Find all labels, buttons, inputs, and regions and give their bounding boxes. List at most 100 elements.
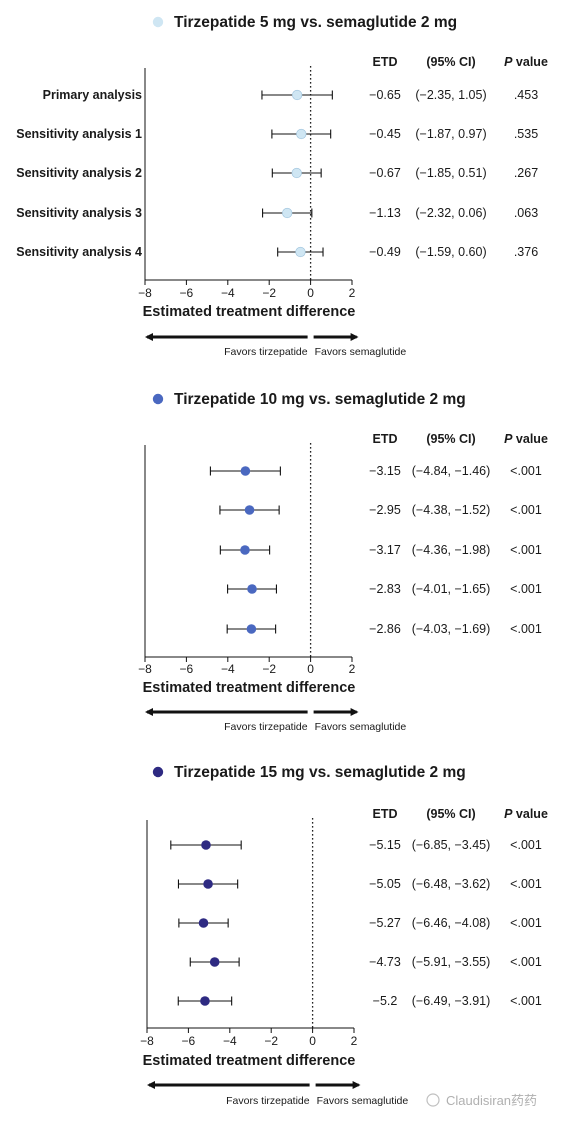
ci-value: (−4.38, −1.52) (412, 503, 491, 517)
p-value: <.001 (510, 622, 542, 636)
etd-value: −5.15 (369, 838, 401, 852)
header-etd: ETD (373, 432, 398, 446)
panel-title: Tirzepatide 15 mg vs. semaglutide 2 mg (174, 764, 466, 781)
legend-marker (152, 766, 164, 778)
etd-point (246, 624, 257, 634)
row-label: Sensitivity analysis 3 (16, 206, 142, 220)
header-p-italic: P (504, 807, 513, 821)
etd-value: −5.2 (373, 994, 398, 1008)
wechat-icon (426, 1093, 440, 1107)
x-tick-label: −8 (138, 662, 152, 676)
header-p-rest: value (512, 432, 547, 446)
ci-value: (−6.48, −3.62) (412, 877, 491, 891)
ci-value: (−6.49, −3.91) (412, 994, 491, 1008)
legend-marker (152, 393, 164, 405)
p-value: <.001 (510, 503, 542, 517)
row-label: Sensitivity analysis 1 (16, 127, 142, 141)
favors-left-label: Favors tirzepatide (226, 1095, 310, 1107)
x-tick-label: −4 (221, 286, 235, 300)
x-tick-label: −4 (223, 1034, 237, 1048)
ci-value: (−4.03, −1.69) (412, 622, 491, 636)
p-value: .063 (514, 206, 538, 220)
panel-title: Tirzepatide 10 mg vs. semaglutide 2 mg (174, 391, 466, 408)
etd-point (240, 466, 251, 476)
forest-panel-3: Tirzepatide 15 mg vs. semaglutide 2 mg ET… (140, 764, 548, 1107)
etd-value: −1.13 (369, 206, 401, 220)
etd-value: −0.45 (369, 127, 401, 141)
x-tick-label: −6 (180, 662, 194, 676)
ci-value: (−2.35, 1.05) (415, 88, 486, 102)
p-value: <.001 (510, 916, 542, 930)
header-p-rest: value (512, 807, 547, 821)
favors-left-label: Favors tirzepatide (224, 346, 308, 358)
p-value: .376 (514, 245, 538, 259)
etd-value: −3.17 (369, 543, 401, 557)
p-value: <.001 (510, 838, 542, 852)
x-axis-title: Estimated treatment difference (143, 680, 356, 696)
etd-point (209, 957, 220, 967)
header-p-value: P value (504, 807, 548, 821)
etd-point (291, 167, 302, 179)
forest-panel-1: Tirzepatide 5 mg vs. semaglutide 2 mg ETD… (16, 14, 548, 358)
ci-value: (−5.91, −3.55) (412, 955, 491, 969)
etd-point (295, 246, 306, 258)
p-value: <.001 (510, 877, 542, 891)
ci-value: (−1.59, 0.60) (415, 245, 486, 259)
header-etd: ETD (373, 807, 398, 821)
ci-value: (−1.87, 0.97) (415, 127, 486, 141)
etd-value: −0.49 (369, 245, 401, 259)
x-tick-label: 0 (307, 662, 314, 676)
watermark: Claudisiran药药 (426, 1093, 537, 1108)
etd-point (203, 879, 213, 889)
x-tick-label: −6 (180, 286, 194, 300)
favors-right-label: Favors semaglutide (315, 721, 407, 733)
etd-point (296, 128, 307, 140)
etd-value: −2.95 (369, 503, 401, 517)
ci-value: (−4.84, −1.46) (412, 464, 491, 478)
header-ci: (95% CI) (426, 807, 475, 821)
x-tick-label: −4 (221, 662, 235, 676)
x-tick-label: 0 (307, 286, 314, 300)
etd-point (201, 840, 211, 850)
ci-value: (−2.32, 0.06) (415, 206, 486, 220)
watermark-text: Claudisiran药药 (446, 1093, 537, 1108)
forest-panel-2: Tirzepatide 10 mg vs. semaglutide 2 mg ET… (138, 391, 548, 733)
x-tick-label: 2 (349, 662, 356, 676)
header-etd: ETD (373, 55, 398, 69)
p-value: .453 (514, 88, 538, 102)
etd-value: −3.15 (369, 464, 401, 478)
x-tick-label: −2 (264, 1034, 278, 1048)
p-value: .267 (514, 166, 538, 180)
header-p-value: P value (504, 432, 548, 446)
p-value: <.001 (510, 464, 542, 478)
header-p-italic: P (504, 55, 513, 69)
row-label: Sensitivity analysis 2 (16, 166, 142, 180)
header-p-italic: P (504, 432, 513, 446)
x-tick-label: −2 (262, 662, 276, 676)
etd-point (247, 584, 257, 594)
etd-value: −0.65 (369, 88, 401, 102)
p-value: <.001 (510, 582, 542, 596)
etd-value: −4.73 (369, 955, 401, 969)
etd-value: −2.86 (369, 622, 401, 636)
x-tick-label: −8 (138, 286, 152, 300)
favors-right-label: Favors semaglutide (315, 346, 407, 358)
x-tick-label: 2 (351, 1034, 358, 1048)
x-axis-title: Estimated treatment difference (143, 304, 356, 320)
etd-point (282, 207, 293, 219)
p-value: <.001 (510, 955, 542, 969)
ci-value: (−4.01, −1.65) (412, 582, 491, 596)
header-ci: (95% CI) (426, 432, 475, 446)
x-axis-title: Estimated treatment difference (143, 1053, 356, 1069)
legend-marker (152, 16, 164, 28)
ci-value: (−1.85, 0.51) (415, 166, 486, 180)
x-tick-label: −8 (140, 1034, 154, 1048)
etd-value: −2.83 (369, 582, 401, 596)
x-tick-label: 2 (349, 286, 356, 300)
header-p-rest: value (512, 55, 547, 69)
x-tick-label: −6 (182, 1034, 196, 1048)
etd-point (240, 545, 250, 555)
ci-value: (−4.36, −1.98) (412, 543, 491, 557)
etd-value: −5.27 (369, 916, 401, 930)
